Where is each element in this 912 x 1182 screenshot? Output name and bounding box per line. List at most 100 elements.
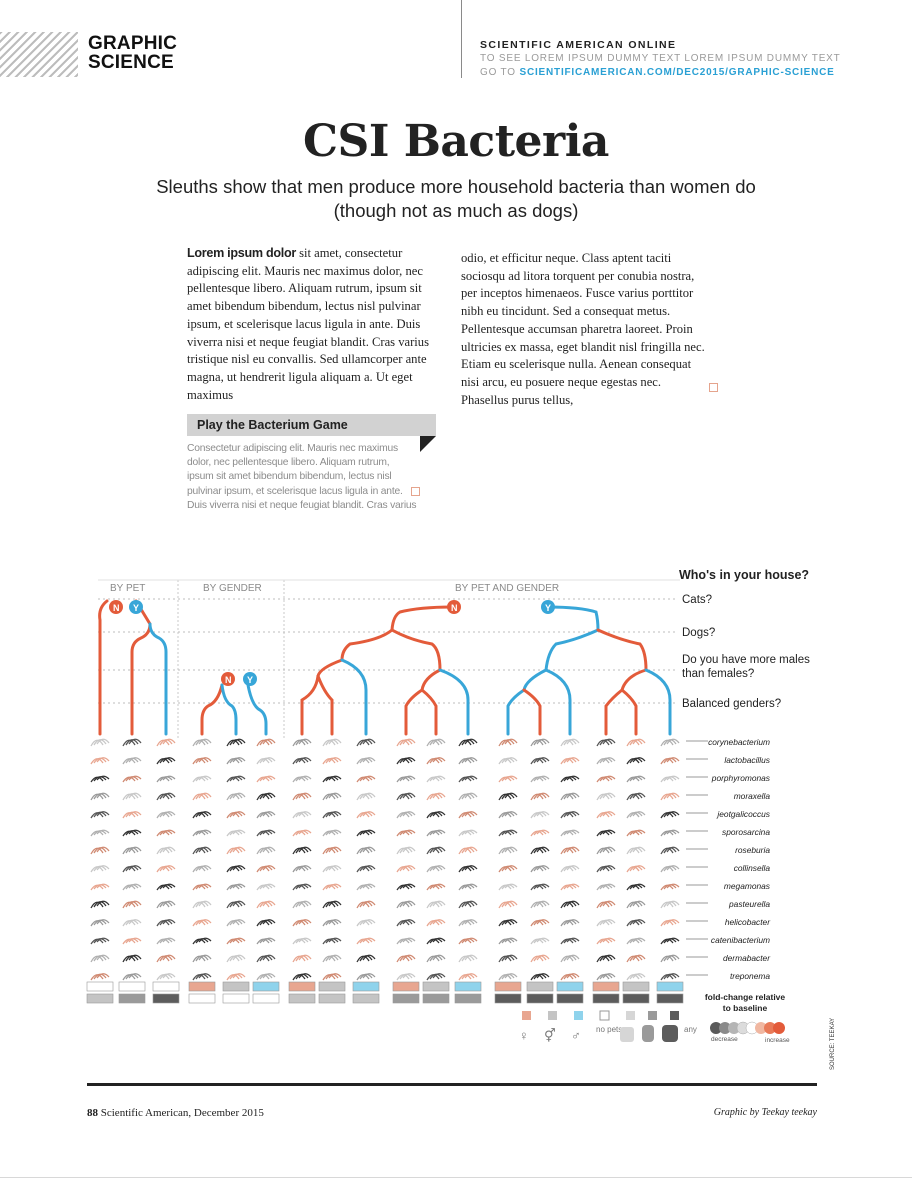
bacterium-glyph-icon	[256, 846, 276, 855]
category-box	[86, 981, 114, 992]
bacterium-glyph-icon	[396, 865, 416, 873]
bacterium-glyph-icon	[192, 973, 212, 981]
bacterium-glyph-icon	[226, 738, 246, 747]
category-box	[152, 981, 180, 992]
bacterium-glyph-icon	[596, 973, 616, 981]
male-symbol-icon: ♂	[571, 1028, 581, 1043]
category-box	[352, 981, 380, 992]
female-symbol-icon: ♀	[519, 1028, 529, 1043]
bacteria-labels: corynebacterium lactobacillus porphyromo…	[708, 737, 771, 981]
bacterium-glyph-icon	[322, 937, 342, 945]
bacterium-glyph-icon	[292, 829, 312, 837]
bacterium-glyph-icon	[660, 919, 680, 927]
category-box	[622, 981, 650, 992]
category-box	[352, 993, 380, 1004]
bacterium-glyph-icon	[322, 973, 342, 981]
branch-pet-yes-cat	[130, 599, 152, 736]
bacterium-glyph-icon	[626, 865, 646, 873]
bacterium-glyph-icon	[292, 865, 312, 873]
section-label-line2: SCIENCE	[88, 52, 174, 73]
bacterium-glyph-icon	[626, 811, 646, 819]
bacterium-glyph-icon	[292, 792, 312, 801]
fold-dot	[719, 1022, 731, 1034]
node-gender-no	[221, 672, 235, 686]
bacterium-glyph-icon	[458, 919, 478, 927]
bacterium-glyph-icon	[498, 757, 518, 765]
bacterium-glyph-icon	[292, 883, 312, 891]
bacterium-glyph-icon	[498, 792, 518, 801]
bacterium-glyph-icon	[560, 883, 580, 891]
bacterium-glyph-icon	[560, 792, 580, 801]
bacterium-glyph-icon	[256, 792, 276, 801]
bacterium-glyph-icon	[626, 775, 646, 783]
bacterium-glyph-icon	[458, 883, 478, 891]
bacterium-glyph-icon	[560, 738, 580, 747]
bacterium-glyph-icon	[560, 973, 580, 981]
online-text: TO SEE LOREM IPSUM DUMMY TEXT LOREM IPSU…	[480, 53, 841, 64]
bacterium-glyph-icon	[156, 829, 176, 837]
bacterium-glyph-icon	[396, 973, 416, 981]
bacterium-glyph-icon	[122, 775, 142, 783]
bacterium-glyph-icon	[596, 846, 616, 855]
bacterium-glyph-icon	[156, 900, 176, 909]
question-males: Do you have more males than females?	[682, 654, 810, 680]
bacterium-glyph-icon	[626, 954, 646, 963]
bacterium-glyph-icon	[560, 937, 580, 945]
legend-swatch-female	[522, 1011, 531, 1020]
bacterium-glyph-icon	[498, 829, 518, 837]
bacterium-glyph-icon	[498, 775, 518, 783]
branch-combo-9	[544, 668, 572, 736]
bacterium-glyph-icon	[458, 811, 478, 819]
bacterium-glyph-icon	[560, 757, 580, 765]
bacterium-glyph-icon	[256, 919, 276, 927]
fold-legend-title: fold-change relative to baseline	[704, 992, 786, 1013]
bacterium-glyph-icon	[156, 792, 176, 801]
body-column-1: Lorem ipsum dolor sit amet, consectetur …	[187, 245, 437, 404]
legend-swatch-cat	[626, 1011, 635, 1020]
publication-line: Scientific American, December 2015	[100, 1107, 264, 1119]
bacterium-glyph-icon	[596, 919, 616, 927]
bacterium-glyph-icon	[426, 900, 446, 909]
question-heading: Who's in your house?	[679, 568, 809, 582]
bacterium-glyph-icon	[122, 792, 142, 801]
bacterium-glyph-icon	[192, 829, 212, 837]
bacterium-glyph-icon	[396, 900, 416, 909]
bacterium-glyph-icon	[530, 937, 550, 945]
bacterium-glyph-icon	[156, 775, 176, 783]
bacterium-glyph-icon	[226, 954, 246, 963]
bacterium-glyph-icon	[356, 865, 376, 873]
bacterium-glyph-icon	[226, 919, 246, 927]
bacterium-label: pasteurella	[728, 899, 770, 909]
bacterium-glyph-icon	[256, 829, 276, 837]
bacterium-glyph-icon	[458, 937, 478, 945]
category-box	[592, 993, 620, 1004]
bacterium-glyph-icon	[458, 954, 478, 963]
bacterium-glyph-icon	[226, 900, 246, 909]
bacterium-glyph-icon	[426, 846, 446, 855]
legend-swatch-mixed	[548, 1011, 557, 1020]
bacterium-label: lactobacillus	[724, 755, 770, 765]
category-box	[454, 993, 482, 1004]
legend-swatch-nopets	[599, 1010, 610, 1021]
bacterium-label: megamonas	[724, 881, 771, 891]
bacterium-glyph-icon	[426, 811, 446, 819]
bacterium-glyph-icon	[530, 919, 550, 927]
category-box	[422, 993, 450, 1004]
bacterium-glyph-icon	[596, 775, 616, 783]
legend-no-pets: no pets	[596, 1025, 622, 1034]
group-label-by-pet: BY PET	[110, 583, 145, 594]
bacterium-glyph-icon	[226, 757, 246, 765]
bacterium-glyph-icon	[396, 919, 416, 927]
bacterium-glyph-icon	[626, 738, 646, 747]
branch-gender-female	[200, 683, 224, 736]
fold-dot	[710, 1022, 722, 1034]
bacterium-glyph-icon	[426, 757, 446, 765]
bacterium-glyph-icon	[498, 883, 518, 891]
bacterium-glyph-icon	[122, 757, 142, 765]
bacterium-glyph-icon	[322, 811, 342, 819]
bacterium-glyph-icon	[626, 846, 646, 855]
online-url-link[interactable]: SCIENTIFICAMERICAN.COM/DEC2015/GRAPHIC-S…	[519, 67, 835, 78]
bacterium-glyph-icon	[90, 792, 110, 801]
bacterium-glyph-icon	[660, 883, 680, 891]
bacterium-glyph-icon	[396, 846, 416, 855]
